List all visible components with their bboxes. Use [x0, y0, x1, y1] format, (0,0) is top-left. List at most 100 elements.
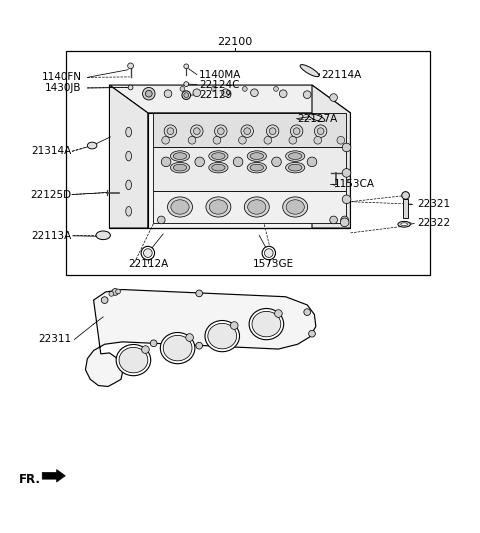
Circle shape	[196, 342, 203, 349]
Circle shape	[195, 157, 204, 167]
Circle shape	[145, 90, 152, 97]
Circle shape	[109, 292, 114, 296]
Ellipse shape	[171, 200, 189, 214]
Ellipse shape	[250, 153, 264, 159]
Circle shape	[251, 89, 258, 96]
Text: 22321: 22321	[418, 199, 451, 209]
Circle shape	[188, 136, 196, 144]
Text: 22125D: 22125D	[30, 190, 71, 199]
Text: 22322: 22322	[418, 219, 451, 228]
Circle shape	[222, 89, 229, 96]
Text: 1430JB: 1430JB	[45, 83, 82, 93]
Ellipse shape	[173, 164, 187, 171]
Circle shape	[293, 128, 300, 134]
Ellipse shape	[288, 153, 302, 159]
Circle shape	[164, 125, 177, 138]
Circle shape	[101, 297, 108, 303]
Ellipse shape	[96, 231, 110, 240]
Ellipse shape	[126, 151, 132, 161]
Circle shape	[112, 288, 119, 295]
Circle shape	[304, 309, 311, 316]
Circle shape	[330, 216, 337, 224]
Circle shape	[211, 86, 216, 91]
Circle shape	[290, 125, 303, 138]
Circle shape	[164, 90, 172, 98]
Circle shape	[341, 216, 348, 224]
Circle shape	[239, 136, 246, 144]
Ellipse shape	[141, 246, 155, 260]
Circle shape	[242, 86, 247, 91]
Ellipse shape	[205, 320, 240, 352]
Circle shape	[193, 128, 200, 134]
Text: 21314A: 21314A	[31, 146, 71, 156]
Circle shape	[150, 340, 157, 346]
Circle shape	[196, 290, 203, 297]
Polygon shape	[153, 148, 346, 191]
Ellipse shape	[208, 324, 237, 349]
Circle shape	[217, 128, 224, 134]
Circle shape	[230, 322, 238, 329]
Circle shape	[289, 136, 297, 144]
Circle shape	[264, 136, 272, 144]
Ellipse shape	[170, 163, 190, 173]
Ellipse shape	[119, 348, 148, 373]
Ellipse shape	[116, 344, 151, 376]
Circle shape	[184, 82, 189, 86]
Circle shape	[342, 195, 351, 204]
Bar	[66, 51, 430, 275]
Circle shape	[128, 85, 133, 90]
Circle shape	[279, 90, 287, 98]
Text: 1140FN: 1140FN	[42, 72, 82, 83]
Circle shape	[244, 128, 251, 134]
Ellipse shape	[248, 200, 266, 214]
Polygon shape	[85, 289, 316, 386]
Circle shape	[309, 330, 315, 337]
Ellipse shape	[173, 153, 187, 159]
Circle shape	[186, 334, 193, 341]
Circle shape	[167, 128, 174, 134]
Circle shape	[180, 86, 185, 91]
Circle shape	[266, 125, 279, 138]
Polygon shape	[153, 191, 346, 223]
Text: 1140MA: 1140MA	[199, 69, 241, 79]
Ellipse shape	[247, 163, 266, 173]
Ellipse shape	[209, 151, 228, 161]
Circle shape	[272, 157, 281, 167]
Text: 22112A: 22112A	[129, 259, 169, 269]
Text: 22113A: 22113A	[31, 231, 71, 241]
Circle shape	[342, 168, 351, 177]
Circle shape	[307, 157, 317, 167]
Ellipse shape	[126, 206, 132, 216]
Circle shape	[275, 310, 282, 317]
Ellipse shape	[163, 335, 192, 361]
Ellipse shape	[286, 151, 305, 161]
Ellipse shape	[249, 309, 284, 340]
Ellipse shape	[209, 163, 228, 173]
Circle shape	[402, 192, 409, 199]
Circle shape	[143, 87, 155, 100]
Ellipse shape	[170, 151, 190, 161]
Text: 22127A: 22127A	[298, 114, 338, 124]
Text: 22100: 22100	[217, 37, 253, 47]
Ellipse shape	[401, 223, 408, 225]
Text: 22114A: 22114A	[322, 69, 362, 79]
Ellipse shape	[283, 197, 308, 217]
Ellipse shape	[252, 311, 281, 337]
Circle shape	[314, 136, 322, 144]
Ellipse shape	[309, 114, 325, 122]
Ellipse shape	[168, 197, 192, 217]
Polygon shape	[109, 85, 148, 228]
Polygon shape	[312, 85, 350, 228]
Ellipse shape	[144, 249, 152, 257]
Text: 22311: 22311	[38, 335, 71, 344]
Ellipse shape	[286, 200, 304, 214]
Circle shape	[182, 91, 191, 100]
Circle shape	[184, 64, 189, 69]
Circle shape	[314, 125, 327, 138]
Circle shape	[161, 157, 171, 167]
Ellipse shape	[126, 180, 132, 190]
Circle shape	[193, 89, 201, 96]
Polygon shape	[42, 470, 65, 482]
Ellipse shape	[398, 221, 410, 227]
Circle shape	[340, 218, 349, 227]
